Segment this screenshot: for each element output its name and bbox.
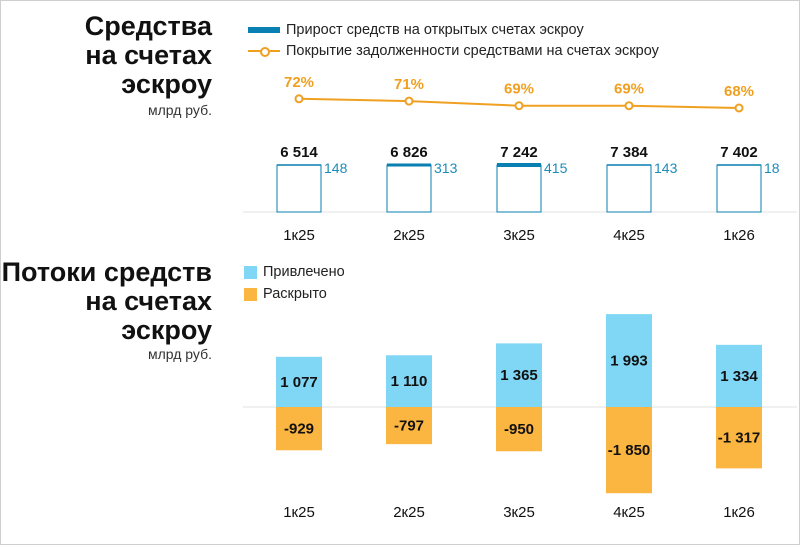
growth-label: 18 [764,160,780,176]
x-tick-label: 1к26 [723,227,755,244]
legend-swatch-bar [248,27,280,33]
raised-label: 1 365 [500,367,538,384]
growth-label: 148 [324,160,348,176]
raised-label: 1 993 [610,353,648,370]
raised-bar [496,343,542,407]
x-tick-label: 4к25 [613,227,645,244]
coverage-point [294,94,304,104]
raised-label: 1 077 [280,374,318,391]
chart-title-line: эскроу [121,315,212,345]
escrow-funds-chart: 6 514 148 1к25 6 826 313 2к25 7 242 415 3к25 7 38… [243,74,797,244]
coverage-point [624,101,634,111]
coverage-label: 68% [724,83,754,100]
x-tick-label: 1к25 [283,504,315,521]
growth-bar [717,164,761,166]
disclosed-bar [276,407,322,451]
x-tick-label: 1к26 [723,504,755,521]
x-tick-label: 3к25 [503,504,535,521]
chart-title-line: Потоки средств [1,257,212,287]
total-bar [606,164,652,213]
total-label: 7 384 [610,144,648,161]
raised-bar [716,344,762,407]
growth-bar [387,163,431,167]
disclosed-bar [496,407,542,452]
coverage-point [514,101,524,111]
legend-label-disclosed: Раскрыто [263,286,327,302]
disclosed-bar [716,407,762,469]
unit-label-top: млрд руб. [147,102,212,118]
total-label: 6 514 [280,144,318,161]
legend-swatch-raised [244,265,257,279]
total-bar [496,164,542,213]
legend-item-disclosed: Раскрыто [244,286,327,302]
coverage-label: 72% [284,74,314,91]
growth-bar [277,164,321,166]
legend-swatch-line [248,46,280,57]
total-bar [276,164,322,213]
disclosed-label: -1 317 [718,430,761,447]
chart-title-escrow-flows: Потоки средств на счетах эскроу [2,258,212,345]
raised-label: 1 334 [720,368,758,385]
coverage-label: 71% [394,76,424,93]
total-label: 7 242 [500,144,538,161]
chart-title-line: Средства [84,11,212,41]
disclosed-label: -797 [394,418,424,435]
chart-title-line: на счетах [85,40,212,70]
raised-bar [276,356,322,407]
legend-item-coverage: Покрытие задолженности средствами на сче… [248,43,659,59]
x-tick-label: 2к25 [393,227,425,244]
legend-item-raised: Привлечено [244,264,345,280]
x-tick-label: 3к25 [503,227,535,244]
raised-bar [606,314,652,407]
growth-label: 143 [654,160,678,176]
growth-bar [497,163,541,167]
coverage-label: 69% [614,81,644,98]
x-tick-label: 1к25 [283,227,315,244]
chart-title-escrow-funds: Средства на счетах эскроу [85,12,212,99]
growth-label: 313 [434,160,458,176]
chart-title-line: на счетах [85,286,212,316]
legend-label-raised: Привлечено [263,264,345,280]
total-bar [386,164,432,213]
disclosed-label: -950 [504,421,534,438]
total-bar [716,164,762,213]
disclosed-label: -1 850 [608,442,651,459]
legend-item-escrow-growth: Прирост средств на открытых счетах эскро… [248,22,584,38]
growth-bar [607,164,651,166]
coverage-label: 69% [504,81,534,98]
total-label: 6 826 [390,144,428,161]
total-label: 7 402 [720,144,758,161]
x-tick-label: 2к25 [393,504,425,521]
disclosed-label: -929 [284,421,314,438]
raised-bar [386,355,432,407]
disclosed-bar [606,407,652,494]
unit-label-bottom: млрд руб. [147,346,212,362]
legend-label-escrow-growth: Прирост средств на открытых счетах эскро… [286,22,584,38]
coverage-point [404,96,414,106]
x-tick-label: 4к25 [613,504,645,521]
coverage-point [734,103,744,113]
growth-label: 415 [544,160,568,176]
chart-title-line: эскроу [121,69,212,99]
escrow-flows-chart: 1 077 -929 1к25 1 110 -797 2к25 1 365 -950 3к25 1… [243,314,797,521]
legend-swatch-disclosed [244,287,257,301]
disclosed-bar [386,407,432,445]
raised-label: 1 110 [391,373,428,390]
legend-label-coverage: Покрытие задолженности средствами на сче… [286,43,659,59]
